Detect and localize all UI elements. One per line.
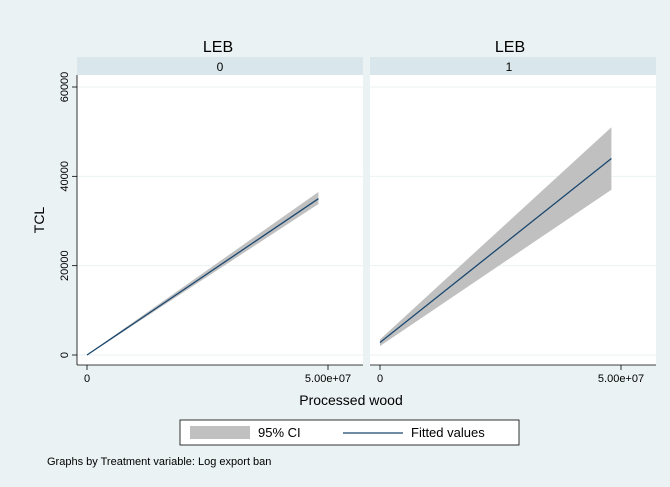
- panel-1: LEB 1 0 5.00e+07: [370, 39, 656, 385]
- x-tick-label: 0: [84, 373, 90, 385]
- fitted-line: [379, 157, 612, 344]
- y-tick-label: 60000: [59, 72, 71, 103]
- ci-band: [87, 192, 319, 356]
- x-tick-label: 0: [377, 373, 383, 385]
- y-tick-label: 20000: [59, 250, 71, 281]
- ci-band: [380, 127, 612, 347]
- legend-fit-label: Fitted values: [411, 425, 485, 440]
- panel-strip-label: 0: [217, 60, 224, 74]
- y-axis-label: TCL: [31, 207, 47, 234]
- y-axis: 0 20000 40000 60000: [59, 72, 78, 365]
- y-tick-label: 0: [59, 352, 71, 358]
- panel-strip: [77, 57, 363, 75]
- plot-area: [77, 75, 363, 365]
- x-tick-label: 5.00e+07: [598, 373, 644, 385]
- legend-ci-swatch: [190, 426, 250, 439]
- panel-title: LEB: [203, 39, 233, 56]
- x-axis-label: Processed wood: [299, 392, 403, 408]
- y-tick-label: 40000: [59, 161, 71, 192]
- panel-strip: [370, 57, 656, 75]
- x-axis: 0 5.00e+07: [370, 364, 656, 385]
- panel-0: LEB 0 0 5.00e+07: [77, 39, 363, 385]
- fitted-line: [86, 198, 319, 356]
- x-tick-label: 5.00e+07: [305, 373, 351, 385]
- legend-ci-label: 95% CI: [258, 425, 301, 440]
- panel-title: LEB: [495, 39, 525, 56]
- x-axis: 0 5.00e+07: [77, 364, 363, 385]
- legend: 95% CI Fitted values: [179, 419, 520, 446]
- graph-note: Graphs by Treatment variable: Log export…: [47, 456, 271, 468]
- panel-strip-label: 1: [506, 60, 513, 74]
